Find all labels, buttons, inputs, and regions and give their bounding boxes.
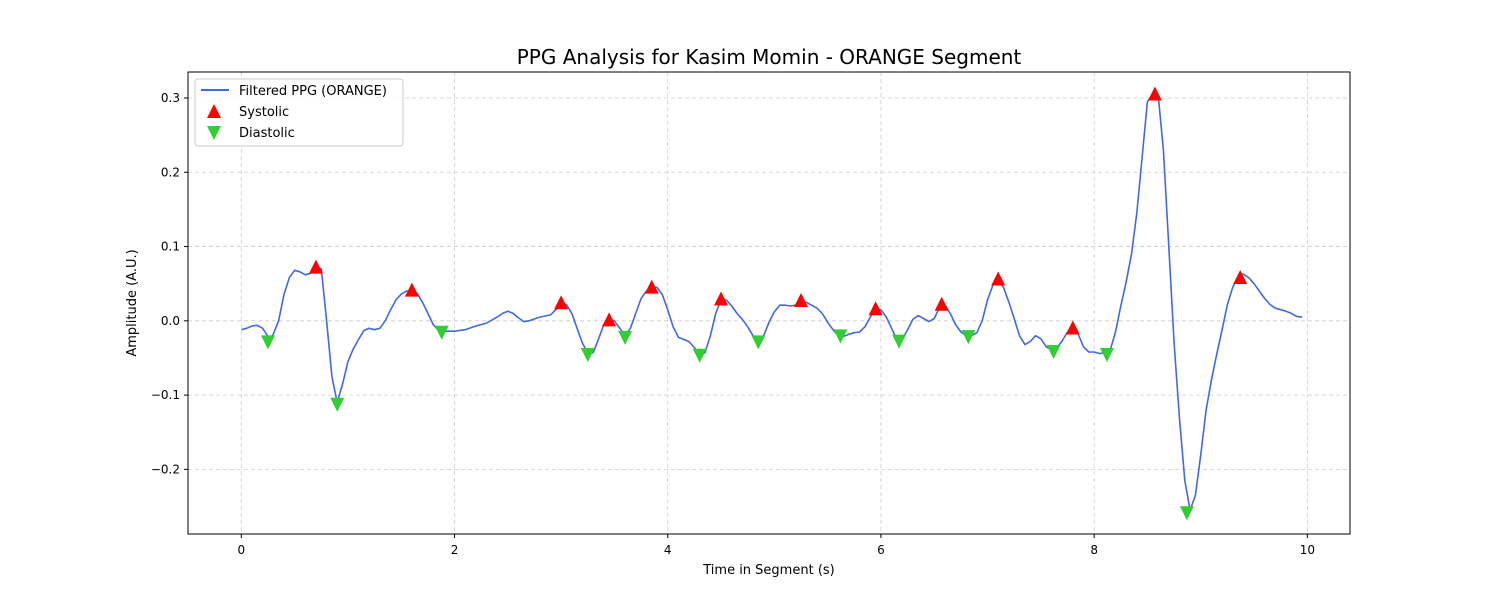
- y-tick-label-0: −0.2: [151, 462, 180, 476]
- diastolic-marker-1: [330, 397, 345, 412]
- x-axis-label: Time in Segment (s): [702, 563, 834, 578]
- systolic-marker-6: [793, 293, 808, 308]
- systolic-marker-11: [1147, 86, 1162, 101]
- x-tick-label-4: 8: [1090, 543, 1098, 557]
- y-tick-label-5: 0.3: [161, 91, 180, 105]
- systolic-marker-8: [934, 296, 949, 311]
- diastolic-marker-3: [580, 347, 595, 362]
- x-tick-label-1: 2: [451, 543, 459, 557]
- x-tick-label-2: 4: [664, 543, 672, 557]
- x-tick-label-0: 0: [237, 543, 245, 557]
- x-tick-label-3: 6: [877, 543, 885, 557]
- y-ticks: −0.2 −0.1 0.0 0.1 0.2 0.3: [151, 91, 188, 476]
- legend-diastolic-swatch: [207, 126, 221, 140]
- systolic-marker-9: [991, 271, 1006, 286]
- y-axis-label: Amplitude (A.U.): [125, 249, 140, 356]
- legend-label-systolic: Systolic: [239, 105, 289, 120]
- y-tick-label-1: −0.1: [151, 388, 180, 402]
- systolic-marker-12: [1233, 270, 1248, 285]
- systolic-marker-2: [554, 295, 569, 310]
- systolic-marker-1: [404, 282, 419, 297]
- plot-frame: [187, 71, 1351, 535]
- legend-label-line: Filtered PPG (ORANGE): [239, 84, 387, 99]
- diastolic-marker-12: [1179, 506, 1194, 521]
- diastolic-marker-4: [618, 330, 633, 345]
- diastolic-marker-2: [434, 325, 449, 340]
- diastolic-marker-10: [1046, 345, 1061, 360]
- y-tick-label-3: 0.1: [161, 240, 180, 254]
- x-ticks: 0 2 4 6 8 10: [237, 534, 1315, 557]
- y-tick-label-4: 0.2: [161, 165, 180, 179]
- systolic-marker-0: [308, 259, 323, 274]
- systolic-marker-5: [714, 291, 729, 306]
- x-tick-label-5: 10: [1300, 543, 1315, 557]
- diastolic-marker-9: [961, 330, 976, 345]
- legend: Filtered PPG (ORANGE) Systolic Diastolic: [194, 78, 404, 147]
- diastolic-marker-0: [260, 335, 275, 350]
- systolic-marker-4: [644, 279, 659, 294]
- diastolic-marker-8: [892, 334, 907, 349]
- diastolic-marker-6: [751, 335, 766, 350]
- y-tick-label-2: 0.0: [161, 314, 180, 328]
- diastolic-marker-7: [833, 329, 848, 344]
- diastolic-markers: [260, 325, 1194, 521]
- systolic-marker-3: [602, 312, 617, 327]
- systolic-marker-7: [868, 301, 883, 316]
- legend-label-diastolic: Diastolic: [239, 126, 295, 141]
- legend-box: [194, 78, 404, 147]
- diastolic-marker-11: [1099, 347, 1114, 362]
- systolic-marker-10: [1065, 320, 1080, 335]
- legend-systolic-swatch: [207, 104, 221, 118]
- diastolic-marker-5: [692, 348, 707, 363]
- systolic-markers: [308, 86, 1248, 335]
- chart-title: PPG Analysis for Kasim Momin - ORANGE Se…: [517, 45, 1022, 69]
